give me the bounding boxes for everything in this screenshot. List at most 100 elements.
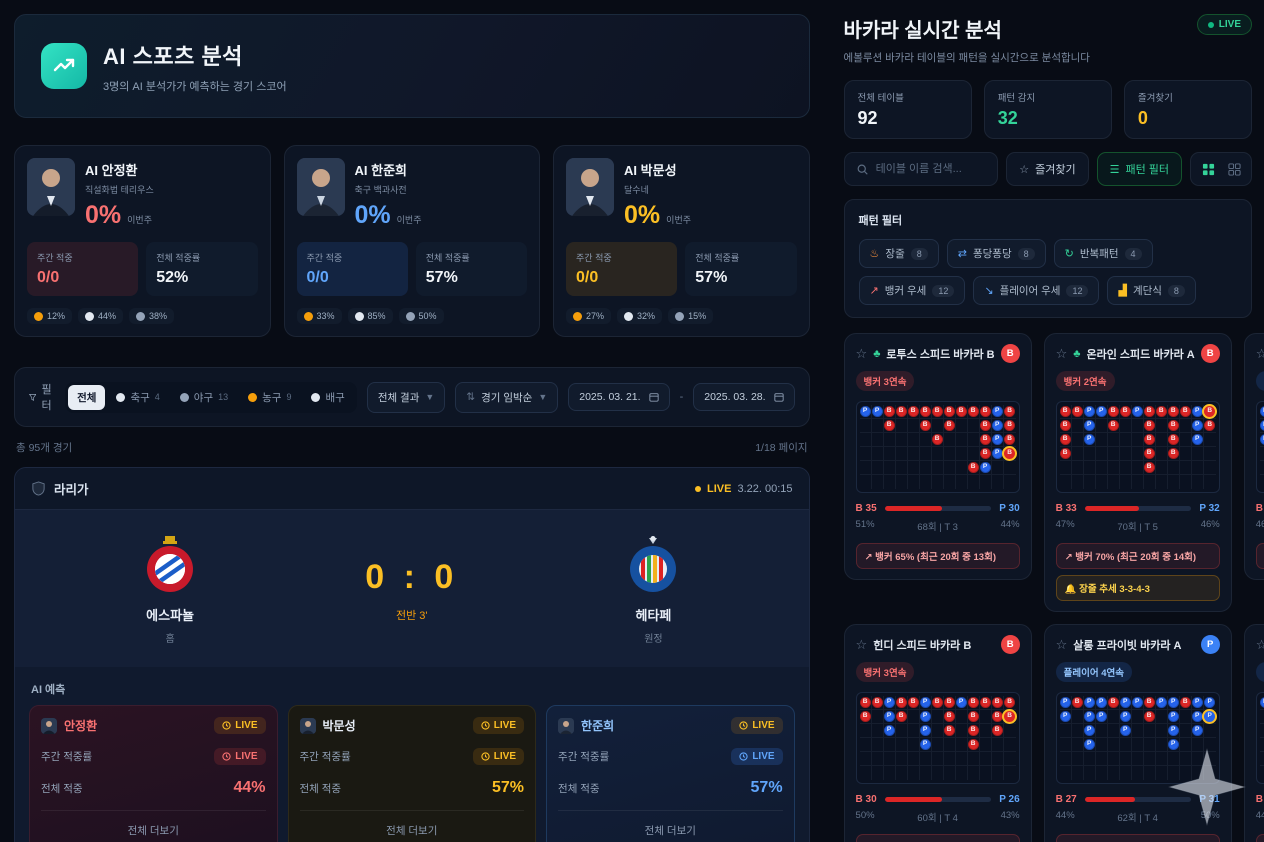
- favorites-button[interactable]: ☆ 즐겨찾기: [1006, 152, 1089, 186]
- rounds-ties: 62회 | T 4: [1117, 813, 1158, 824]
- bead-cell: [967, 752, 980, 766]
- bead-cell: [895, 738, 908, 752]
- player-bead: P: [1167, 725, 1179, 736]
- chip-player-dominant[interactable]: ↘ 플레이어 우세 12: [973, 276, 1100, 305]
- prediction-footer[interactable]: 전체 더보기: [558, 810, 783, 838]
- score-block: 0 : 0 전반 3': [365, 558, 458, 623]
- bead-cell: [1071, 710, 1084, 724]
- prediction-card[interactable]: 한준희 LIVE 주간 적중률 LIVE 전체 적중 57% 전체 더보기: [546, 705, 795, 842]
- match-period: 전반 3': [396, 610, 428, 622]
- tab-volleyball[interactable]: 배구: [302, 385, 353, 410]
- bead-cell: [1192, 766, 1204, 780]
- bead-cell: [955, 419, 968, 433]
- bead-cell: B: [1003, 405, 1016, 419]
- tab-baseball[interactable]: 야구 13: [171, 385, 237, 410]
- table-search[interactable]: [843, 152, 999, 186]
- baccarat-table-card[interactable]: ☆ ♣ 살롱 프라이빗 바카라 A P 플레이어 4연속 PBPPBPPBPPB…: [1043, 624, 1232, 842]
- favorite-star-icon[interactable]: ☆: [1055, 345, 1068, 361]
- chip-pingpong[interactable]: ⇄ 퐁당퐁당 8: [946, 239, 1046, 268]
- bead-cell: [1071, 447, 1084, 461]
- bead-cell: P: [919, 724, 932, 738]
- tab-all[interactable]: 전체: [68, 384, 106, 410]
- bead-cell: P: [1259, 696, 1264, 710]
- grid-view-button[interactable]: [1195, 156, 1221, 182]
- clock-icon: [739, 752, 748, 761]
- favorite-star-icon[interactable]: ☆: [1255, 345, 1264, 361]
- banker-bead: B: [859, 711, 871, 722]
- prediction-footer[interactable]: 전체 더보기: [41, 810, 266, 838]
- chip-repeat-pattern[interactable]: ↻ 반복패턴 4: [1053, 239, 1153, 268]
- analyst-card[interactable]: AI 박문성 달수네 0% 이번주 주간 적중 0/0 전체 적중률 57%: [553, 145, 810, 337]
- banker-player-ratio: B 27 P 31: [1056, 794, 1220, 805]
- table-title: 로투스 스피드 바카라 B: [886, 348, 995, 361]
- sort-select[interactable]: ⇅ 경기 임박순 ▼: [455, 381, 559, 413]
- bead-cell: B: [979, 447, 992, 461]
- banker-bead: B: [1004, 711, 1016, 722]
- page-title: AI 스포츠 분석: [103, 43, 243, 69]
- basketball-icon: [573, 311, 583, 321]
- compact-view-button[interactable]: [1221, 156, 1247, 182]
- chip-long-streak[interactable]: ♨ 장줄 8: [858, 239, 939, 268]
- bead-cell: [1132, 475, 1144, 489]
- result-filter-select[interactable]: 전체 결과 ▼: [366, 381, 446, 413]
- prediction-card[interactable]: 박문성 LIVE 주간 적중률 LIVE 전체 적중 57% 전체 더보기: [287, 705, 537, 842]
- bead-cell: B: [1059, 419, 1072, 433]
- total-rate-box: 전체 적중률 57%: [415, 242, 528, 296]
- bead-cell: [1096, 475, 1108, 489]
- date-from-input[interactable]: 2025. 03. 21.: [568, 383, 670, 411]
- chip-banker-dominant[interactable]: ↗ 뱅커 우세 12: [858, 276, 966, 305]
- bead-cell: [931, 724, 944, 738]
- favorite-star-icon[interactable]: ☆: [1055, 636, 1068, 652]
- player-bead: P: [1095, 711, 1107, 722]
- sport-rate-badge: 27%: [566, 308, 612, 324]
- ratio-percentages: 44% 62회 | T 4 50%: [1056, 810, 1220, 824]
- bead-cell: P: [1083, 738, 1096, 752]
- clock-icon: [481, 752, 490, 761]
- filter-list-icon: ☰: [1109, 163, 1120, 176]
- tab-soccer[interactable]: 축구 4: [107, 385, 168, 410]
- pattern-tags: ↗ 뱅커 60% (최근 20회 중 12회): [1255, 834, 1264, 842]
- chip-staircase[interactable]: ▟ 계단식 8: [1107, 276, 1196, 305]
- bead-cell: [931, 710, 944, 724]
- analyst-card[interactable]: AI 안정환 직설화법 테리우스 0% 이번주 주간 적중 0/0 전체 적중률 …: [14, 145, 271, 337]
- tab-basketball[interactable]: 농구 9: [239, 385, 300, 410]
- prediction-card[interactable]: 안정환 LIVE 주간 적중률 LIVE 전체 적중 44% 전체 더보기: [29, 705, 278, 842]
- baccarat-table-card[interactable]: ☆ ♣ 힌디 스피드 바카라 B B 뱅커 3연속 BBPBBPBBPBBBBB…: [843, 624, 1032, 842]
- prediction-analyst-name: 한준희: [581, 719, 615, 733]
- calendar-icon: [648, 393, 659, 402]
- bead-cell: P: [1119, 696, 1132, 710]
- bead-cell: [931, 752, 944, 766]
- bead-cell: P: [1203, 696, 1216, 710]
- date-to-input[interactable]: 2025. 03. 28.: [693, 383, 795, 411]
- player-bead: P: [871, 406, 883, 417]
- bead-cell: B: [1003, 710, 1016, 724]
- favorite-star-icon[interactable]: ☆: [1255, 636, 1264, 652]
- search-input[interactable]: [875, 163, 986, 175]
- prediction-footer[interactable]: 전체 더보기: [299, 810, 525, 838]
- bead-cell: [955, 752, 968, 766]
- pattern-filter-button[interactable]: ☰ 패턴 필터: [1096, 152, 1182, 186]
- bead-cell: [1071, 752, 1084, 766]
- banker-count: B 30: [855, 794, 877, 805]
- baseball-icon: [624, 311, 634, 321]
- bead-cell: [956, 475, 968, 489]
- favorite-star-icon[interactable]: ☆: [855, 636, 868, 652]
- bead-cell: B: [1003, 433, 1016, 447]
- bead-cell: P: [1259, 419, 1264, 433]
- live-match-card[interactable]: 라리가 LIVE 3.22. 00:15 에스파뇰: [14, 467, 810, 842]
- bead-cell: [1156, 766, 1168, 780]
- baccarat-table-card[interactable]: ☆ ♣ 살롱 프리베 바카라 C P 플레이어 5연속 PPPBBPPBPPBP…: [1243, 333, 1264, 580]
- bead-cell: [1203, 752, 1216, 766]
- baccarat-table-card[interactable]: ☆ ♣ 스피드 바카라 T P 플레이어 1연속 PPBPPBPBPPBPPPB…: [1243, 624, 1264, 842]
- bead-cell: [1083, 447, 1096, 461]
- favorite-star-icon[interactable]: ☆: [855, 345, 868, 361]
- bead-cell: B: [943, 724, 956, 738]
- bead-cell: [1071, 461, 1084, 475]
- player-bead: P: [1059, 697, 1071, 708]
- analyst-card[interactable]: AI 한준희 축구 백과사전 0% 이번주 주간 적중 0/0 전체 적중률 57…: [283, 145, 541, 337]
